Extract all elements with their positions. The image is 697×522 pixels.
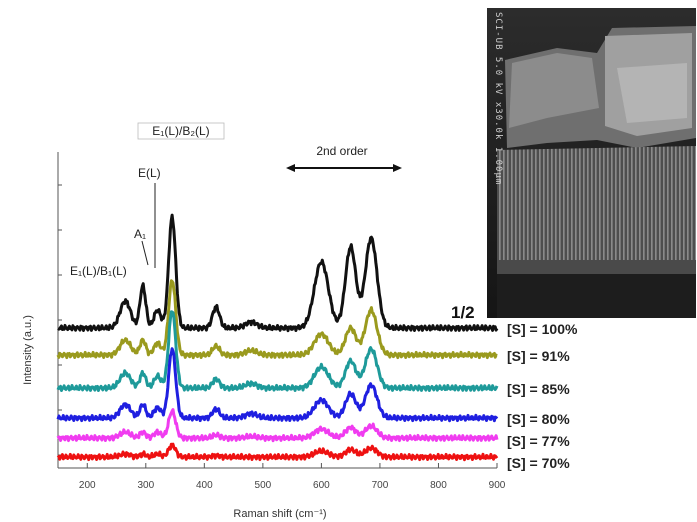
x-tick-label: 600 [313, 480, 330, 491]
annotation-top-label: E₁(L)/B₂(L) [152, 124, 209, 138]
top-label-box [137, 122, 225, 140]
x-axis-label: Raman shift (cm⁻¹) [233, 508, 326, 520]
annotation-e1-b1: E₁(L)/B₁(L) [70, 264, 127, 278]
sem-micrograph [487, 8, 696, 318]
legend-label: [S] = 100% [507, 321, 578, 337]
annotation-a1: A₁ [134, 227, 146, 241]
x-tick-label: 500 [255, 480, 272, 491]
series-line [56, 310, 499, 392]
series-line [56, 408, 499, 443]
legend: [S] = 100% [S] = 91% [S] = 85% [S] = 80% [S]… [507, 321, 578, 471]
arrowhead-left [286, 164, 295, 172]
x-ticks: 200 300 400 500 600 700 800 900 [79, 463, 506, 491]
x-tick-label: 900 [489, 480, 506, 491]
series-line [56, 347, 499, 423]
y-axis-label: Intensity (a.u.) [22, 315, 34, 385]
x-tick-label: 400 [196, 480, 213, 491]
annotation-fraction: 1/2 [451, 303, 475, 322]
arrow-a1 [141, 240, 149, 266]
annotation-e-l: E(L) [138, 166, 161, 180]
series-layer [56, 213, 499, 462]
series-line [56, 442, 499, 462]
legend-label: [S] = 70% [507, 455, 570, 471]
series-line [57, 213, 499, 333]
sem-label: SCI-UB 5.0 kV x30.0k 1.00µm [493, 12, 503, 186]
arrowhead-right [393, 164, 402, 172]
x-tick-label: 200 [79, 480, 96, 491]
legend-label: [S] = 85% [507, 381, 570, 397]
x-tick-label: 800 [430, 480, 447, 491]
series-line [56, 279, 498, 360]
sem-inset-image: SCI-UB 5.0 kV x30.0k 1.00µm [487, 8, 696, 318]
x-tick-label: 700 [372, 480, 389, 491]
legend-label: [S] = 77% [507, 433, 570, 449]
legend-label: [S] = 80% [507, 411, 570, 427]
x-tick-label: 300 [137, 480, 154, 491]
legend-label: [S] = 91% [507, 348, 570, 364]
annotation-second-order: 2nd order [316, 144, 367, 158]
